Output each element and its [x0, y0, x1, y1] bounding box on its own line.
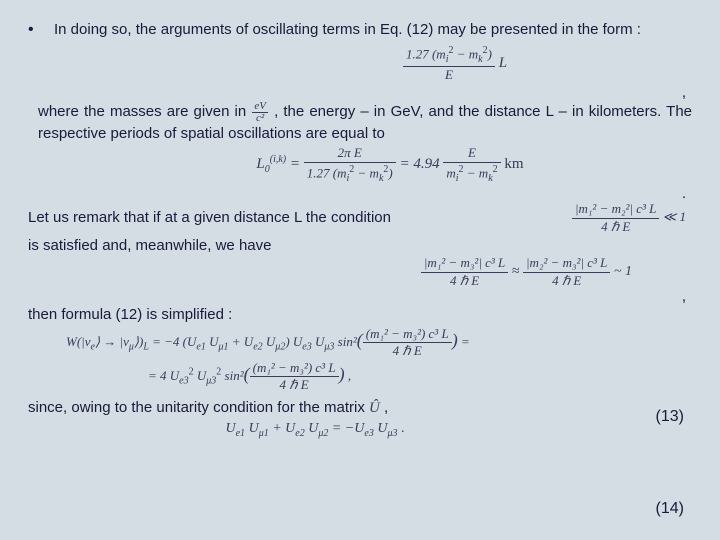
trail-comma-2: ,	[28, 288, 692, 305]
para-4: is satisfied and, meanwhile, we have	[28, 236, 692, 256]
condition-1: |m₁² − m₂²| c³ L 4 ℏ E ≪ 1	[572, 202, 692, 234]
para-6: since, owing to the unitarity condition …	[28, 398, 692, 418]
para-1: In doing so, the arguments of oscillatin…	[54, 20, 641, 40]
condition-2: |m₁² − m₃²| c³ L 4 ℏ E ≈ |m₂² − m₃²| c³ …	[28, 256, 692, 288]
trail-comma-1: ,	[28, 84, 692, 101]
equation-13a: W(|νe⟩ → |νμ⟩)L = −4 (Ue1 Uμ1 + Ue2 Uμ2)…	[66, 327, 692, 359]
bullet-row: • In doing so, the arguments of oscillat…	[28, 20, 692, 41]
equation-1: 1.27 (mi2 − mk2) E L	[218, 45, 692, 82]
equation-2: L0(i,k) = 2π E 1.27 (mi2 − mk2) = 4.94 E…	[88, 146, 692, 183]
para-3: Let us remark that if at a given distanc…	[28, 208, 391, 228]
trail-dot-2: .	[28, 185, 692, 202]
para-5: then formula (12) is simplified :	[28, 305, 692, 325]
para-2: where the masses are given in eVc² , the…	[38, 101, 692, 144]
equation-14: Ue1 Uμ1 + Ue2 Uμ2 = −Ue3 Uμ3 .	[0, 421, 692, 439]
equation-13b: = 4 Ue32 Uμ32 sin²((m₁² − m₃²) c³ L4 ℏ E…	[148, 361, 692, 393]
eqnum-14: (14)	[656, 500, 684, 518]
eqnum-13: (13)	[656, 408, 684, 426]
bullet: •	[28, 20, 54, 41]
